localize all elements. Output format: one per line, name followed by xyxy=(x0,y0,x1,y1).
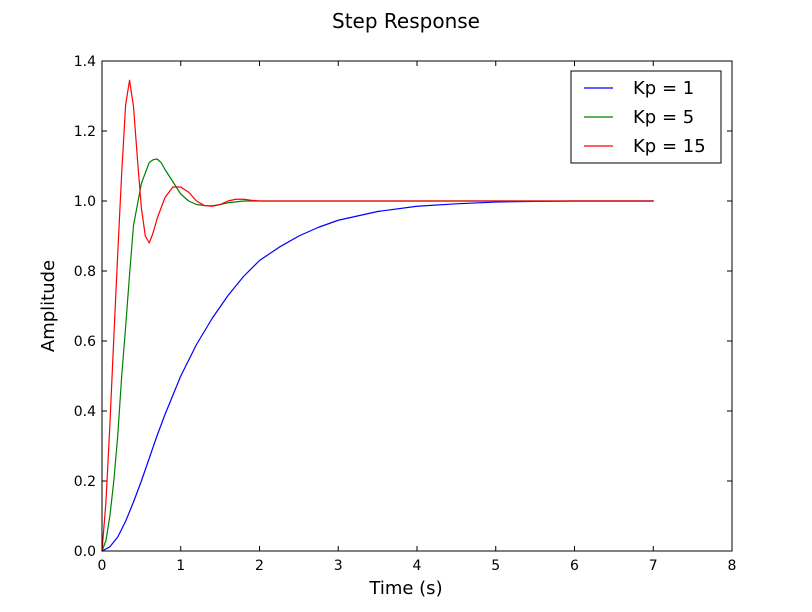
y-tick-label: 0.4 xyxy=(74,404,96,420)
chart-title: Step Response xyxy=(332,9,480,33)
y-axis-label: Amplitude xyxy=(38,260,59,352)
y-tick-label: 0.8 xyxy=(74,264,96,280)
axes-group xyxy=(101,60,733,552)
legend-label-3: Kp = 15 xyxy=(633,136,706,157)
legend: Kp = 1 Kp = 5 Kp = 15 xyxy=(570,70,722,164)
legend-label-2: Kp = 5 xyxy=(633,107,694,128)
y-tick-label: 1.2 xyxy=(74,124,96,140)
x-ticks-group: 0 1 2 3 4 5 6 7 8 xyxy=(98,61,737,574)
x-tick-label: 1 xyxy=(176,558,185,574)
x-tick-label: 2 xyxy=(255,558,264,574)
x-axis-label: Time (s) xyxy=(368,578,442,599)
x-tick-label: 3 xyxy=(334,558,343,574)
x-tick-label: 4 xyxy=(413,558,422,574)
y-label-group: Amplitude xyxy=(38,260,59,352)
y-tick-label: 1.0 xyxy=(74,194,96,210)
y-tick-label: 0.0 xyxy=(74,544,96,560)
series-line-1 xyxy=(101,200,654,552)
x-tick-label: 7 xyxy=(649,558,658,574)
title-group: Step Response xyxy=(332,9,480,33)
legend-label-1: Kp = 1 xyxy=(633,78,694,99)
series-line-2 xyxy=(101,158,654,552)
x-tick-label: 0 xyxy=(98,558,107,574)
y-tick-label: 1.4 xyxy=(74,54,96,70)
x-tick-label: 8 xyxy=(728,558,737,574)
x-tick-label: 5 xyxy=(491,558,500,574)
x-tick-label: 6 xyxy=(570,558,579,574)
series-line-3 xyxy=(101,79,654,552)
plot-frame xyxy=(101,60,733,552)
y-tick-label: 0.2 xyxy=(74,474,96,490)
x-label-group: Time (s) xyxy=(368,578,442,599)
y-tick-label: 0.6 xyxy=(74,334,96,350)
series-group xyxy=(101,79,654,552)
